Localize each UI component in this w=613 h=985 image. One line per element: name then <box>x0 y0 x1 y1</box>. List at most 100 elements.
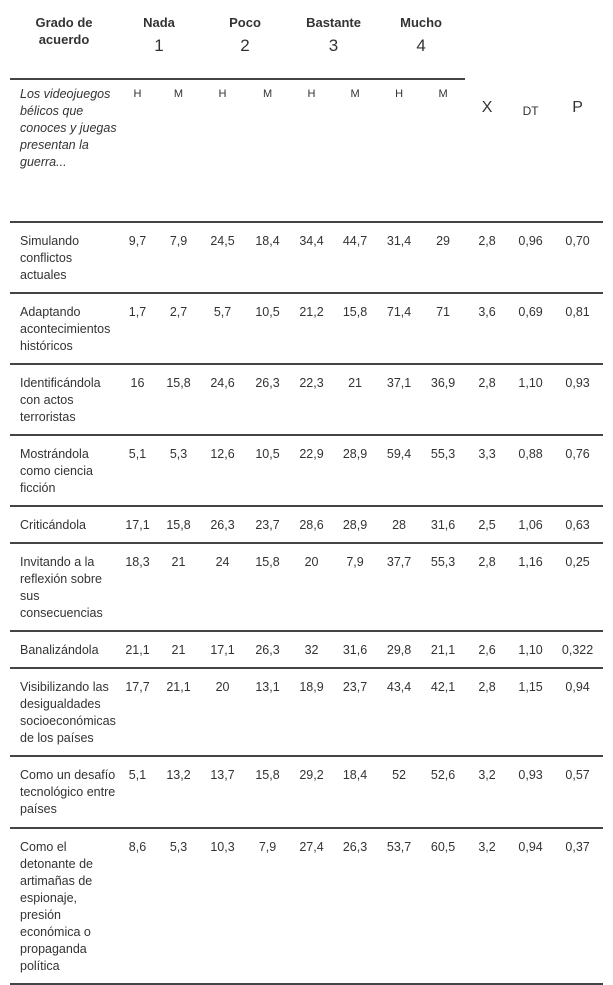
cell-value: 0,37 <box>552 828 604 985</box>
sex-header: H <box>200 79 246 223</box>
sex-header: H <box>377 79 422 223</box>
cell-value: 3,2 <box>465 756 510 829</box>
row-label: Adaptando acontecimientos históricos <box>10 293 118 365</box>
row-label: Identificándola con actos terroristas <box>10 364 118 436</box>
cell-value: 27,4 <box>290 828 334 985</box>
cell-value: 52,6 <box>421 756 466 829</box>
cell-value: 52 <box>377 756 422 829</box>
cell-value: 2,8 <box>465 222 510 294</box>
cell-value: 18,9 <box>290 668 334 757</box>
cell-value: 15,8 <box>157 506 201 544</box>
cell-value: 9,7 <box>118 222 157 294</box>
cell-value: 16 <box>118 364 157 436</box>
table-row: Mostrándola como ciencia ficción 5,1 5,3 12… <box>10 435 604 507</box>
level-header-3: Bastante 3 <box>290 8 378 80</box>
cell-value: 0,96 <box>509 222 553 294</box>
cell-value: 1,16 <box>509 543 553 632</box>
cell-value: 20 <box>200 668 246 757</box>
cell-value: 7,9 <box>333 543 378 632</box>
cell-value: 28,9 <box>333 435 378 507</box>
cell-value: 28 <box>377 506 422 544</box>
cell-value: 10,5 <box>245 293 291 365</box>
table-row: Banalizándola 21,1 21 17,1 26,3 32 31,6 29,8 21,… <box>10 631 604 669</box>
cell-value: 0,81 <box>552 293 604 365</box>
table-row: Como un desafío tecnológico entre países… <box>10 756 604 829</box>
cell-value: 28,6 <box>290 506 334 544</box>
cell-value: 1,06 <box>509 506 553 544</box>
cell-value: 2,6 <box>465 631 510 669</box>
cell-value: 71,4 <box>377 293 422 365</box>
cell-value: 42,1 <box>421 668 466 757</box>
cell-value: 2,7 <box>157 293 201 365</box>
cell-value: 0,70 <box>552 222 604 294</box>
cell-value: 23,7 <box>245 506 291 544</box>
cell-value: 36,9 <box>421 364 466 436</box>
cell-value: 13,2 <box>157 756 201 829</box>
cell-value: 26,3 <box>245 364 291 436</box>
cell-value: 60,5 <box>421 828 466 985</box>
cell-value: 59,4 <box>377 435 422 507</box>
cell-value: 21,2 <box>290 293 334 365</box>
table-row: Visibilizando las desigualdades socioeco… <box>10 668 604 757</box>
cell-value: 22,9 <box>290 435 334 507</box>
cell-value: 3,3 <box>465 435 510 507</box>
sex-header: H <box>118 79 157 223</box>
results-table: Grado de acuerdo Nada 1 Poco 2 Bastante 3 M… <box>10 8 604 985</box>
cell-value: 7,9 <box>245 828 291 985</box>
cell-value: 1,10 <box>509 631 553 669</box>
cell-value: 18,4 <box>245 222 291 294</box>
cell-value: 0,94 <box>552 668 604 757</box>
cell-value: 5,1 <box>118 435 157 507</box>
subheader-row: Los videojuegos bélicos que conoces y ju… <box>10 79 604 223</box>
cell-value: 13,7 <box>200 756 246 829</box>
cell-value: 29,8 <box>377 631 422 669</box>
cell-value: 0,63 <box>552 506 604 544</box>
cell-value: 32 <box>290 631 334 669</box>
empty-header <box>465 8 603 79</box>
cell-value: 24,5 <box>200 222 246 294</box>
row-label: Criticándola <box>10 506 118 544</box>
level-header-1: Nada 1 <box>118 8 201 80</box>
cell-value: 1,15 <box>509 668 553 757</box>
cell-value: 10,3 <box>200 828 246 985</box>
cell-value: 31,4 <box>377 222 422 294</box>
cell-value: 12,6 <box>200 435 246 507</box>
cell-value: 17,7 <box>118 668 157 757</box>
cell-value: 37,7 <box>377 543 422 632</box>
cell-value: 5,1 <box>118 756 157 829</box>
sex-header: M <box>333 79 378 223</box>
row-label: Mostrándola como ciencia ficción <box>10 435 118 507</box>
cell-value: 26,3 <box>333 828 378 985</box>
cell-value: 2,8 <box>465 543 510 632</box>
cell-value: 55,3 <box>421 435 466 507</box>
cell-value: 17,1 <box>118 506 157 544</box>
cell-value: 10,5 <box>245 435 291 507</box>
cell-value: 5,3 <box>157 828 201 985</box>
corner-header: Grado de acuerdo <box>10 8 118 80</box>
table-row: Criticándola 17,1 15,8 26,3 23,7 28,6 28,9 28 31… <box>10 506 604 544</box>
cell-value: 21 <box>157 631 201 669</box>
cell-value: 34,4 <box>290 222 334 294</box>
cell-value: 5,3 <box>157 435 201 507</box>
row-label: Invitando a la reflexión sobre sus conse… <box>10 543 118 632</box>
cell-value: 1,10 <box>509 364 553 436</box>
sex-header: M <box>157 79 201 223</box>
cell-value: 26,3 <box>200 506 246 544</box>
sex-header: M <box>245 79 291 223</box>
cell-value: 7,9 <box>157 222 201 294</box>
cell-value: 3,2 <box>465 828 510 985</box>
cell-value: 53,7 <box>377 828 422 985</box>
cell-value: 0,93 <box>509 756 553 829</box>
cell-value: 0,76 <box>552 435 604 507</box>
sex-header: M <box>421 79 466 223</box>
table-row: Invitando a la reflexión sobre sus conse… <box>10 543 604 632</box>
cell-value: 26,3 <box>245 631 291 669</box>
cell-value: 0,322 <box>552 631 604 669</box>
level-header-2: Poco 2 <box>200 8 291 80</box>
sex-header: H <box>290 79 334 223</box>
cell-value: 21,1 <box>157 668 201 757</box>
table-row: Identificándola con actos terroristas 16 1… <box>10 364 604 436</box>
cell-value: 0,88 <box>509 435 553 507</box>
cell-value: 2,8 <box>465 668 510 757</box>
sd-header: DT <box>509 79 553 223</box>
